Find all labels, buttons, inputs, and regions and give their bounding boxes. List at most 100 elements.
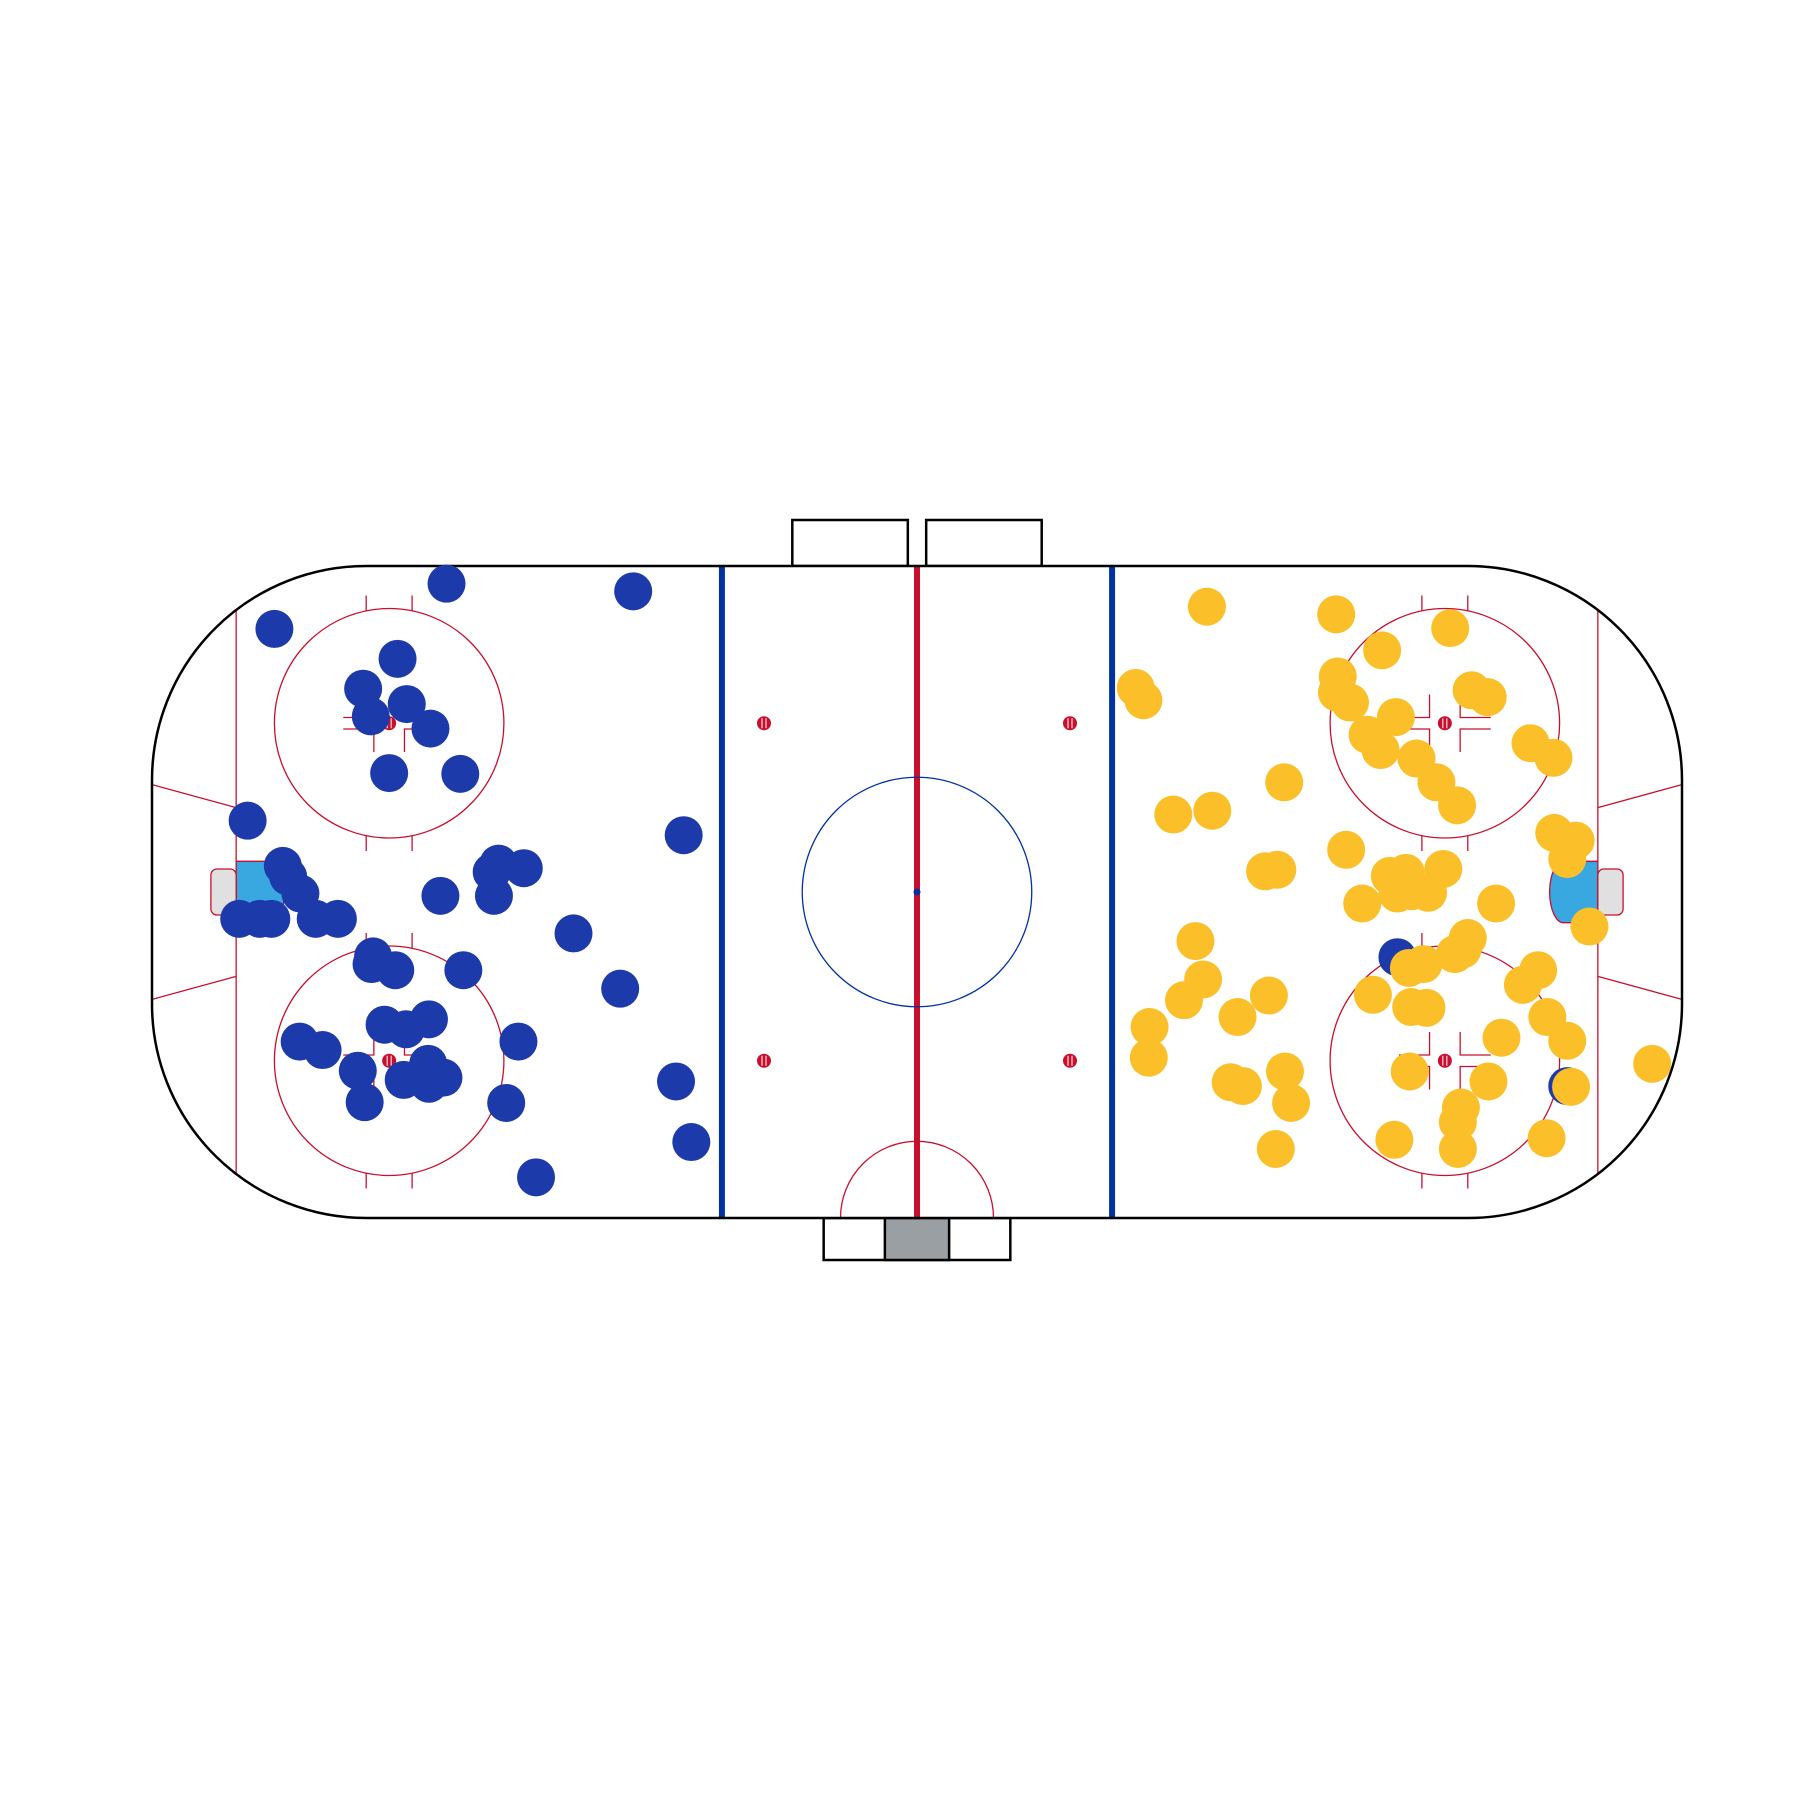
neutral-faceoff-dot [757,1053,771,1068]
trapezoid-top-right [1597,783,1682,809]
shot-marker [378,639,417,678]
endzone-faceoff-circle [273,607,505,839]
shot-marker [474,876,513,915]
shot-marker [345,1083,384,1122]
shot-marker [1176,922,1215,961]
shot-marker [1353,975,1392,1014]
neutral-faceoff-dot [1063,716,1077,731]
shot-marker [1548,1021,1587,1060]
shot-marker [1552,1067,1591,1106]
trapezoid-bottom-left [152,975,237,1001]
rink-surface [150,518,1684,1262]
shot-marker [228,801,267,840]
shot-marker [1124,681,1163,720]
shot-marker [409,1000,448,1039]
shot-marker [1249,976,1288,1015]
goal-net-right [1597,868,1624,916]
shot-marker [411,709,450,748]
neutral-faceoff-dot [757,716,771,731]
shot-marker [1409,873,1448,912]
shot-marker [1343,884,1382,923]
shot-marker [1404,945,1443,984]
shot-marker [487,1083,526,1122]
shot-marker [601,969,640,1008]
shot-marker [240,899,279,938]
shot-marker [376,951,415,990]
shot-marker [1375,1120,1414,1159]
shot-series [1116,587,1672,1168]
scorekeeper-box [883,1216,951,1262]
shot-marker [255,609,294,648]
shot-marker [351,697,390,736]
shot-marker [1570,907,1609,946]
shot-marker [1548,840,1587,879]
shot-marker [1129,1038,1168,1077]
shot-marker [657,1062,696,1101]
shot-marker [1503,965,1542,1004]
neutral-faceoff-dot [1063,1053,1077,1068]
shot-marker [1327,830,1366,869]
trapezoid-top-left [152,783,237,809]
shot-marker [1218,998,1257,1037]
shot-marker [1534,738,1573,777]
shot-marker [1265,1052,1304,1091]
shot-marker [441,754,480,793]
shot-marker [1272,1083,1311,1122]
shot-marker [672,1123,711,1162]
faceoff-l-mark [1459,1031,1491,1056]
shot-marker [338,1051,377,1090]
shot-marker [318,899,357,938]
shot-marker [517,1158,556,1197]
shot-marker [499,1022,538,1061]
shot-marker [1390,1052,1429,1091]
trapezoid-bottom-right [1597,975,1682,1001]
endzone-faceoff-dot [1437,716,1452,731]
shot-marker [504,849,543,888]
center-circle [801,776,1033,1008]
shot-marker [1438,1129,1477,1168]
shot-marker [1468,678,1507,717]
shot-marker [1407,988,1446,1027]
shot-marker [1431,609,1470,648]
shot-marker [1438,786,1477,825]
shot-marker [664,816,703,855]
rink-boards [150,564,1684,1220]
shot-marker [303,1031,342,1070]
endzone-faceoff-circle [273,945,505,1177]
shot-marker [1164,981,1203,1020]
bench-right [924,518,1043,568]
shot-marker [1633,1044,1672,1083]
shot-markers [220,564,1672,1197]
shot-marker [1469,1062,1508,1101]
shot-marker [1477,884,1516,923]
shot-marker [421,876,460,915]
center-faceoff-dot [913,888,921,896]
shot-marker [1154,795,1193,834]
shot-marker [614,572,653,611]
shot-marker [1363,631,1402,670]
shot-marker [1435,935,1474,974]
endzone-faceoff-dot [382,1053,397,1068]
shot-marker [1361,731,1400,770]
shot-marker [1193,791,1232,830]
shot-series [220,564,1587,1197]
bench-left [791,518,910,568]
shot-marker [1258,850,1297,889]
shot-marker [1265,763,1304,802]
shot-marker [424,1058,463,1097]
shot-marker [370,754,409,793]
shot-marker [554,914,593,953]
shot-marker [444,951,483,990]
referee-crease [839,1140,995,1218]
shot-marker [387,685,426,724]
shot-marker [1376,698,1415,737]
shot-marker [1223,1067,1262,1106]
faceoff-l-mark [1459,728,1491,753]
shot-marker [1482,1018,1521,1057]
shot-marker [427,564,466,603]
shot-marker [1256,1129,1295,1168]
shot-marker [1378,874,1417,913]
endzone-faceoff-dot [1437,1053,1452,1068]
